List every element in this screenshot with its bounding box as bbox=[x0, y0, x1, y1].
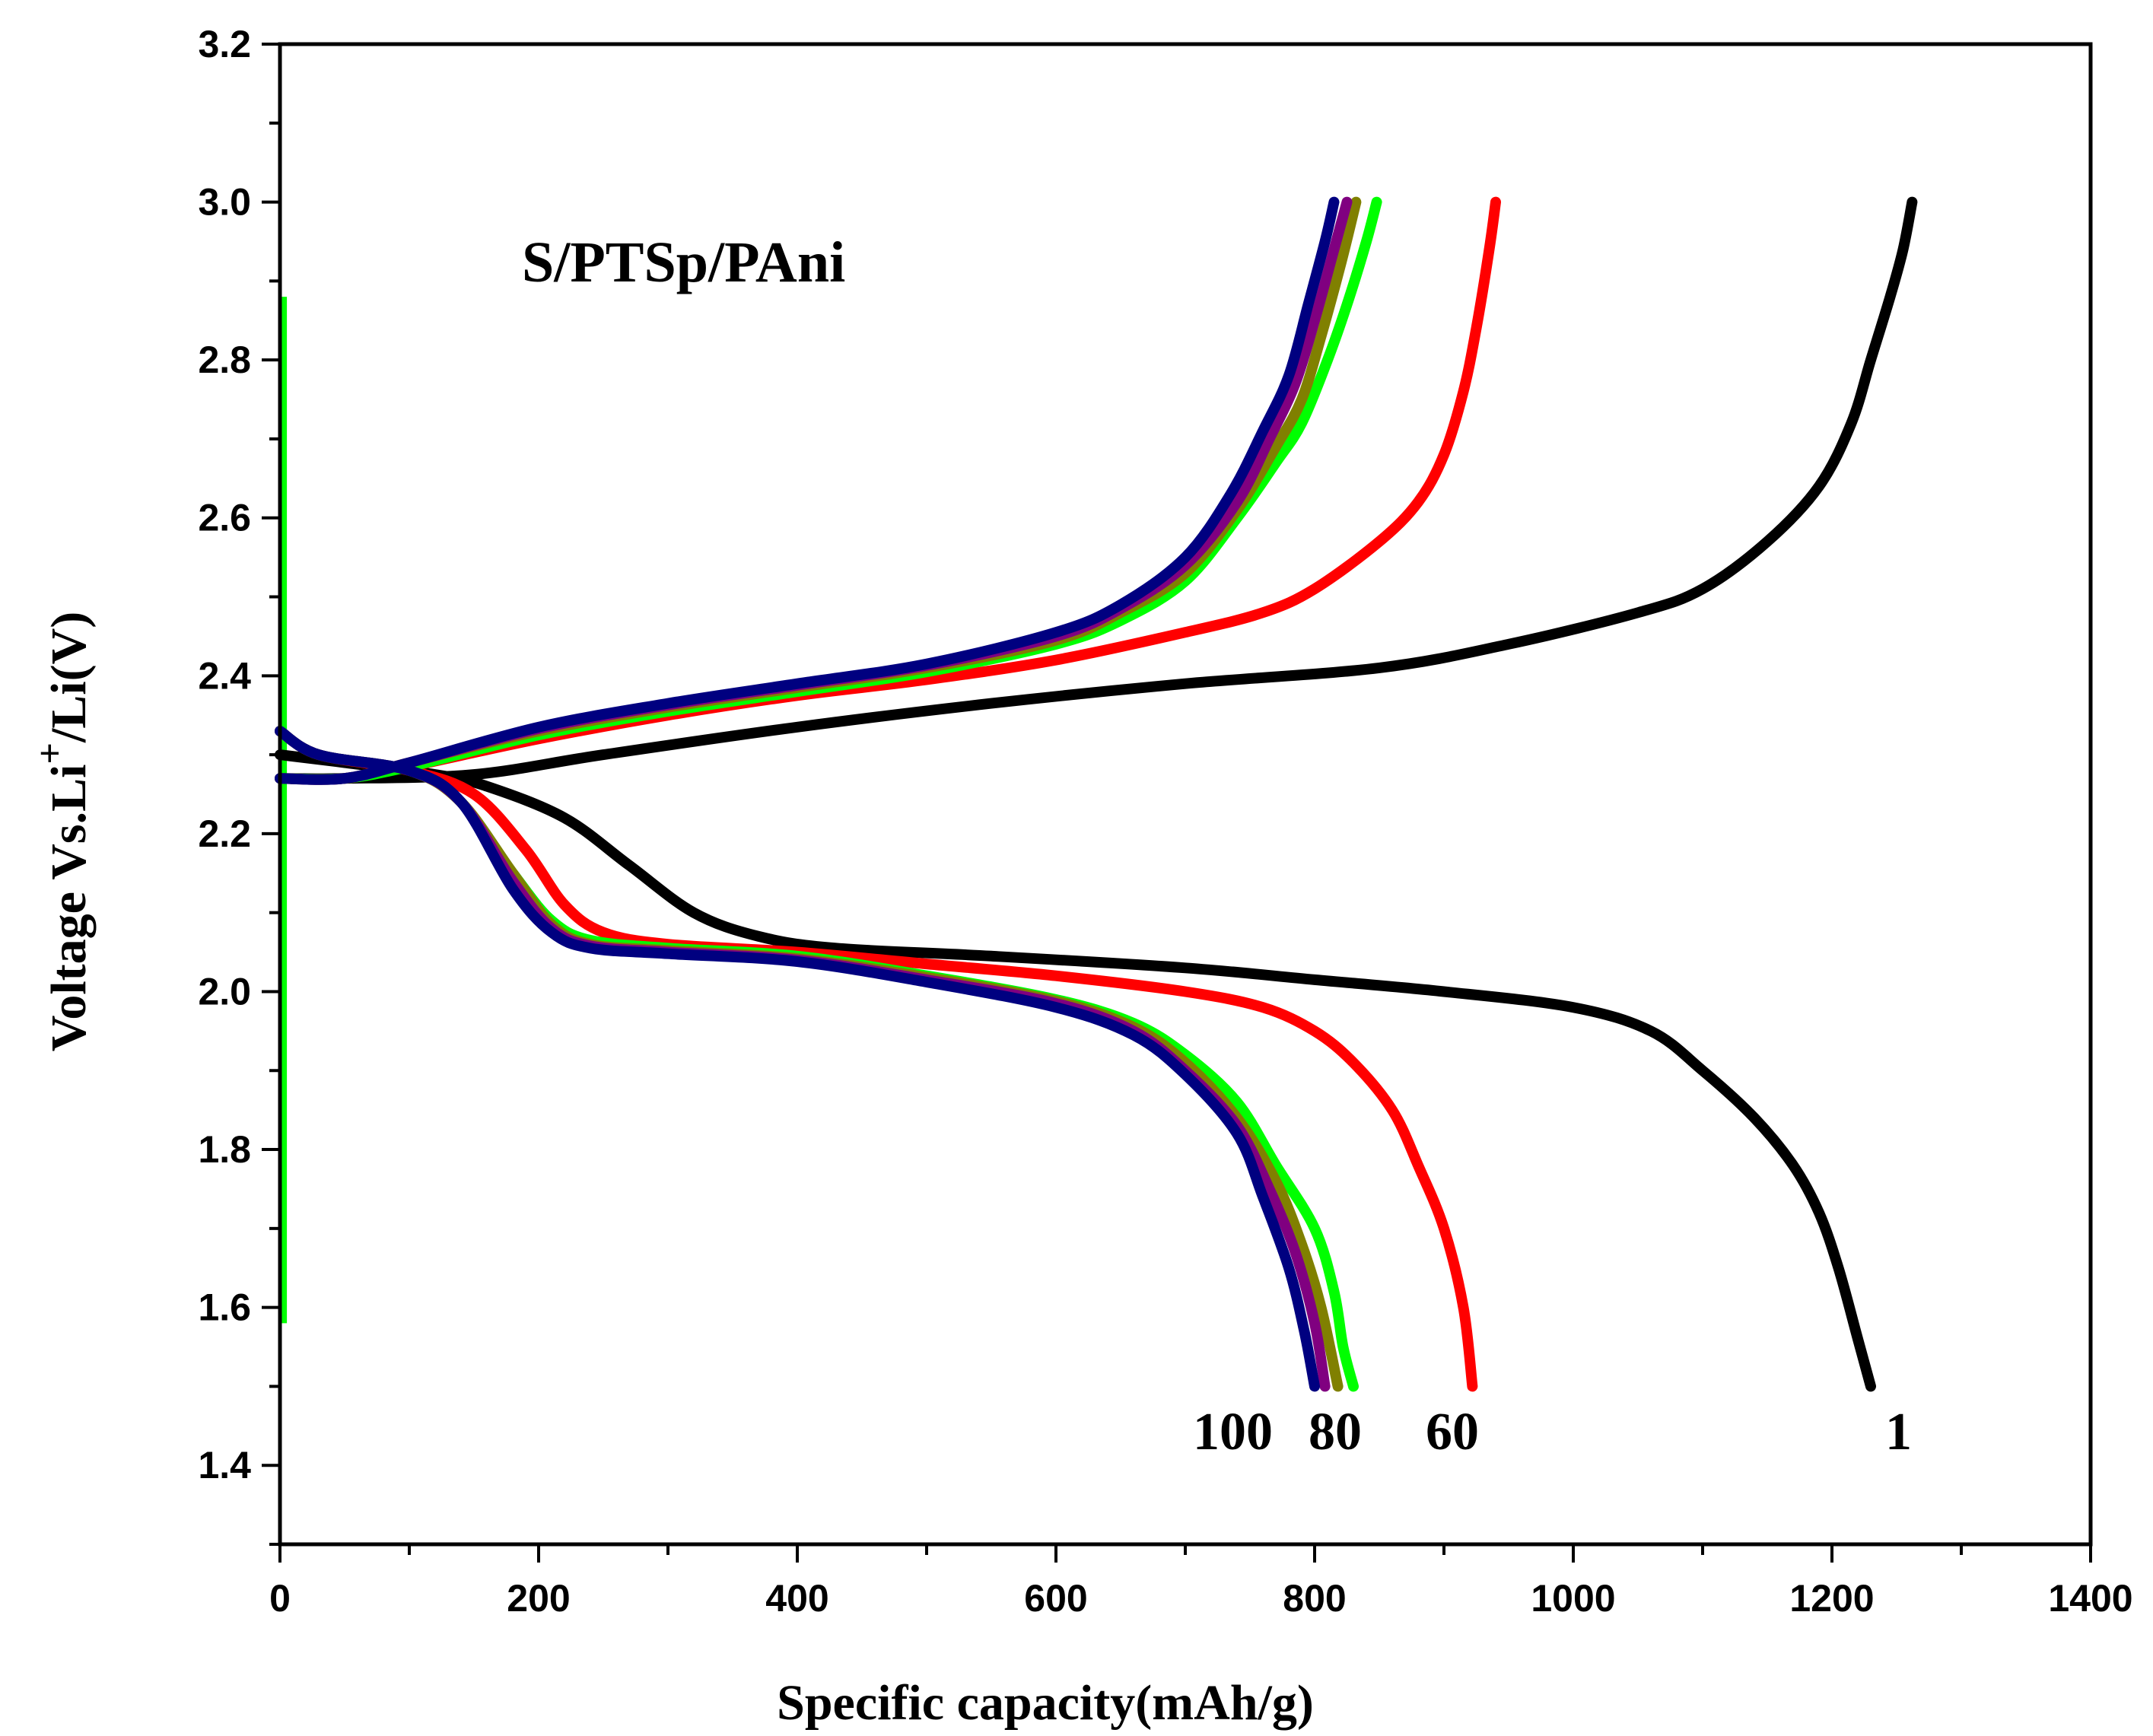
y-tick-label: 1.4 bbox=[198, 1444, 251, 1486]
series-layer bbox=[275, 196, 1918, 1392]
y-tick-label: 1.6 bbox=[198, 1286, 251, 1329]
y-tick-label: 3.0 bbox=[198, 181, 251, 224]
x-tick-label: 1000 bbox=[1531, 1577, 1615, 1620]
x-tick-label: 1400 bbox=[2048, 1577, 2132, 1620]
x-tick-label: 800 bbox=[1283, 1577, 1346, 1620]
series-cycle-100-discharge bbox=[275, 726, 1320, 1392]
curve-label-1: 1 bbox=[1885, 1403, 1912, 1461]
annotation-title: S/PTSp/PAni bbox=[522, 231, 845, 294]
y-tick-label: 3.2 bbox=[198, 23, 251, 65]
y-tick-label: 2.4 bbox=[198, 654, 251, 697]
y-tick-label: 2.0 bbox=[198, 970, 251, 1013]
y-tick-label: 2.8 bbox=[198, 339, 251, 381]
x-tick-label: 600 bbox=[1024, 1577, 1087, 1620]
y-tick-label: 2.6 bbox=[198, 497, 251, 539]
y-axis-title-sup: + bbox=[28, 742, 71, 765]
curve-label-100: 100 bbox=[1193, 1403, 1273, 1461]
label-layer: 0 200 400 600 800 1000 1200 1400 1.4 1.6 1.8 2.0 2.2… bbox=[198, 23, 2132, 1620]
x-tick-label: 0 bbox=[269, 1577, 291, 1620]
series-cycle-70-discharge bbox=[275, 726, 1359, 1392]
series-cycle-60-discharge bbox=[275, 726, 1478, 1392]
series-cycle-100-charge bbox=[275, 196, 1340, 785]
y-axis-title: Voltage Vs.Li+/Li(V) bbox=[28, 612, 97, 1052]
series-cycle-1-charge bbox=[275, 196, 1918, 784]
plot-frame bbox=[278, 42, 2093, 1547]
y-axis-title-main: Voltage Vs.Li bbox=[41, 765, 97, 1052]
y-tick-label: 2.2 bbox=[198, 812, 251, 855]
series-cycle-1-discharge bbox=[275, 749, 1876, 1392]
x-tick-label: 400 bbox=[765, 1577, 828, 1620]
curve-label-60: 60 bbox=[1426, 1403, 1479, 1461]
y-tick-label: 1.8 bbox=[198, 1128, 251, 1171]
x-axis-title: Specific capacity(mAh/g) bbox=[777, 1675, 1314, 1731]
curve-label-80: 80 bbox=[1309, 1403, 1362, 1461]
y-axis-title-tail: /Li(V) bbox=[41, 612, 97, 743]
x-tick-label: 200 bbox=[507, 1577, 570, 1620]
x-tick-label: 1200 bbox=[1789, 1577, 1874, 1620]
